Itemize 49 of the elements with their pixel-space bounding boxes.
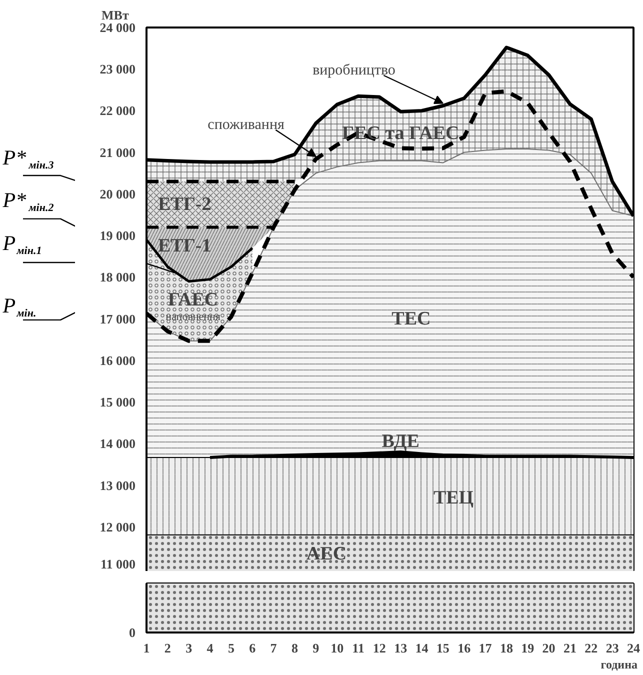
x-tick-label: 10 — [330, 640, 344, 656]
x-tick-label: 13 — [394, 640, 408, 656]
x-tick-label: 23 — [606, 640, 620, 656]
y-tick-label: 13 000 — [100, 478, 136, 493]
x-tick-label: 14 — [415, 640, 429, 656]
x-tick-label: 21 — [563, 640, 576, 656]
x-tick-label: 11 — [352, 640, 364, 656]
x-tick-label: 24 — [627, 640, 640, 656]
annotation: наповнення — [166, 310, 220, 323]
x-tick-label: 12 — [372, 640, 386, 656]
x-tick-label: 20 — [542, 640, 556, 656]
y-tick-label: 21 000 — [100, 144, 136, 160]
x-tick-label: 18 — [500, 640, 514, 656]
annotation: ТЕС — [392, 308, 431, 330]
annotation: ГАЕС — [168, 290, 218, 311]
y-axis-title: МВт — [102, 8, 130, 22]
text: 0 — [129, 625, 136, 640]
x-tick-label: 15 — [436, 640, 450, 656]
y-tick-label: 20 000 — [100, 186, 136, 202]
y-tick-label: 24 000 — [100, 20, 136, 35]
y-tick-label: 15 000 — [100, 394, 136, 410]
annotation: споживання — [208, 116, 284, 133]
y-tick-label: 23 000 — [100, 62, 136, 77]
x-tick-label: 6 — [249, 640, 256, 656]
x-tick-label: 16 — [458, 640, 472, 656]
y-tick-label: 14 000 — [100, 436, 136, 452]
annotation: АЕС — [306, 544, 347, 565]
x-tick-label: 8 — [291, 640, 298, 656]
y-tick-label: 17 000 — [100, 311, 136, 326]
x-tick-label: 17 — [478, 640, 492, 656]
y-tick-label: 22 000 — [100, 103, 136, 118]
x-axis-title: година — [600, 658, 638, 672]
annotation: ТЕЦ — [433, 487, 474, 508]
x-tick-label: 22 — [584, 640, 598, 656]
x-tick-label: 5 — [228, 640, 235, 656]
x-tick-label: 3 — [186, 640, 193, 656]
x-tick-label: 9 — [312, 640, 320, 656]
y-tick-label: 11 000 — [100, 556, 136, 572]
x-tick-label: 1 — [143, 640, 150, 656]
annotation: виробництво — [312, 62, 396, 78]
x-tick-label: 7 — [270, 640, 278, 656]
annotation: ВДЕ — [382, 431, 420, 452]
y-tick-label: 19 000 — [100, 228, 136, 244]
x-tick-label: 4 — [206, 640, 214, 656]
y-tick-label: 18 000 — [100, 270, 136, 285]
y-tick-label: 12 000 — [100, 519, 136, 534]
x-tick-label: 2 — [164, 640, 171, 656]
y-tick-label: 16 000 — [100, 352, 136, 368]
x-tick-label: 19 — [521, 640, 535, 656]
